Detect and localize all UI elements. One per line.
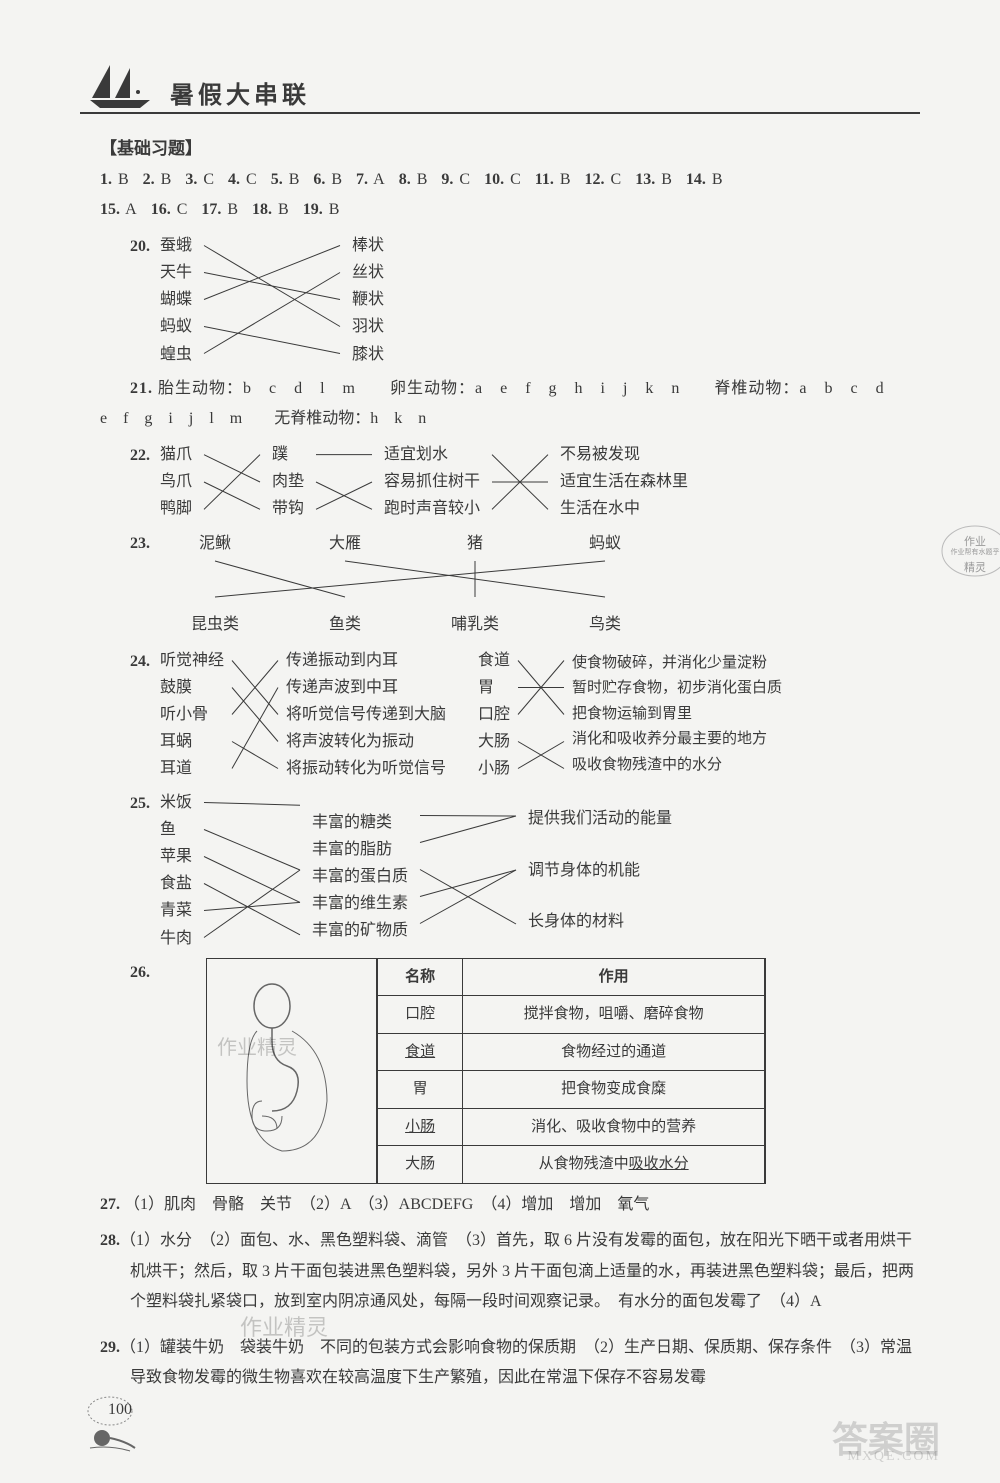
q20-num: 20. — [130, 232, 150, 262]
q25-lines2 — [418, 789, 518, 951]
question-23: 23. 泥鳅大雁猪蚂蚁 昆虫类鱼类哺乳类鸟类 作业 作业帮有水题乎 精灵 — [130, 529, 920, 641]
footer-url: MXQE.COM — [847, 1449, 940, 1465]
q21-text2: e f g i j l m 无脊椎动物：h k n — [80, 404, 920, 434]
q22-col3: 适宜划水容易抓住树干跑时声音较小 — [384, 441, 480, 523]
content-area: 1. B2. B3. C4. C5. B6. B7. A8. B9. C10. … — [80, 165, 920, 1394]
question-24: 24. 听觉神经鼓膜听小骨耳蜗耳道 传递振动到内耳传递声波到中耳将听觉信号传递到… — [130, 647, 920, 783]
question-26: 26. 作业精灵 名称作用口腔搅拌食物，咀嚼、磨碎食物食道食物经过的通道胃把食物… — [80, 958, 920, 1184]
q22-col1: 猫爪鸟爪鸭脚 — [160, 441, 192, 523]
q24-lines1 — [230, 647, 280, 782]
q21-num: 21. — [130, 380, 153, 397]
q25-c3: 提供我们活动的能量调节身体的机能长身体的材料 — [528, 793, 672, 947]
question-25: 25. 米饭鱼苹果食盐青菜牛肉 丰富的糖类丰富的脂肪丰富的蛋白质丰富的维生素丰富… — [130, 789, 920, 952]
body-diagram: 作业精灵 — [207, 959, 377, 1183]
q25-c2: 丰富的糖类丰富的脂肪丰富的蛋白质丰富的维生素丰富的矿物质 — [312, 809, 408, 945]
q28-text: （1）水分 （2）面包、水、黑色塑料袋、滴管 （3）首先，取 6 片没有发霉的面… — [120, 1232, 914, 1310]
question-27: 27. （1）肌肉 骨骼 关节 （2）A （3）ABCDEFG （4）增加 增加… — [80, 1190, 920, 1220]
question-20: 20. 蚕蛾天牛蝴蝶蚂蚁蝗虫 棒状丝状鞭状羽状膝状 — [130, 232, 920, 368]
sailboat-icon — [80, 60, 160, 110]
page-footer: 100 — [80, 1393, 160, 1453]
q23-bot: 昆虫类鱼类哺乳类鸟类 — [160, 610, 660, 640]
q27-text: （1）肌肉 骨骼 关节 （2）A （3）ABCDEFG （4）增加 增加 氧气 — [124, 1196, 649, 1213]
q20-left-col: 蚕蛾天牛蝴蝶蚂蚁蝗虫 — [160, 232, 192, 368]
q22-num: 22. — [130, 441, 150, 471]
q24-lines2 — [516, 647, 566, 782]
q25-c1: 米饭鱼苹果食盐青菜牛肉 — [160, 789, 192, 952]
question-22: 22. 猫爪鸟爪鸭脚 蹼肉垫带钩 适宜划水容易抓住树干跑时声音较小 不易被发现适… — [130, 441, 920, 523]
page-number: 100 — [108, 1401, 132, 1419]
q24-r1: 食道胃口腔大肠小肠 — [478, 647, 510, 783]
mcq-row-1: 1. B2. B3. C4. C5. B6. B7. A8. B9. C10. … — [80, 165, 920, 195]
q20-right-col: 棒状丝状鞭状羽状膝状 — [352, 232, 384, 368]
section-label: 【基础习题】 — [100, 134, 920, 159]
question-21: 21. 胎生动物：b c d l m 卵生动物：a e f g h i j k … — [80, 374, 920, 404]
q23-top: 泥鳅大雁猪蚂蚁 — [160, 529, 660, 559]
page-title: 暑假大串联 — [170, 75, 310, 110]
q21-text1: 胎生动物：b c d l m 卵生动物：a e f g h i j k n 脊椎… — [158, 380, 885, 397]
q25-num: 25. — [130, 789, 150, 819]
q22-col4: 不易被发现适宜生活在森林里生活在水中 — [560, 441, 688, 523]
q24-l1: 听觉神经鼓膜听小骨耳蜗耳道 — [160, 647, 224, 783]
q20-lines — [202, 232, 342, 367]
q25-lines1 — [202, 789, 302, 951]
watermark-2: 作业精灵 — [240, 1307, 920, 1349]
digestion-table: 名称作用口腔搅拌食物，咀嚼、磨碎食物食道食物经过的通道胃把食物变成食糜小肠消化、… — [377, 959, 765, 1183]
mcq-row-2: 15. A16. C17. B18. B19. B — [80, 195, 920, 225]
q22-lines2 — [314, 441, 374, 523]
question-28: 28.（1）水分 （2）面包、水、黑色塑料袋、滴管 （3）首先，取 6 片没有发… — [80, 1226, 920, 1317]
watermark-text: 作业精灵 — [217, 1029, 297, 1067]
q22-col2: 蹼肉垫带钩 — [272, 441, 304, 523]
q22-lines3 — [490, 441, 550, 523]
q23-lines — [160, 559, 660, 599]
q26-num: 26. — [130, 958, 150, 988]
q24-num: 24. — [130, 647, 150, 677]
q24-l2: 传递振动到内耳传递声波到中耳将听觉信号传递到大脑将声波转化为振动将振动转化为听觉… — [286, 647, 446, 783]
stamp-icon: 作业 作业帮有水题乎 精灵 — [940, 524, 1000, 579]
page-header: 暑假大串联 — [80, 60, 920, 114]
q24-r2: 使食物破碎，并消化少量淀粉暂时贮存食物，初步消化蛋白质把食物运输到胃里消化和吸收… — [572, 651, 782, 779]
q23-num: 23. — [130, 529, 150, 559]
q22-lines1 — [202, 441, 262, 523]
